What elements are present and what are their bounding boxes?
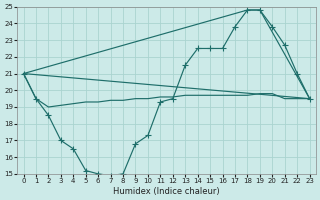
X-axis label: Humidex (Indice chaleur): Humidex (Indice chaleur) xyxy=(113,187,220,196)
